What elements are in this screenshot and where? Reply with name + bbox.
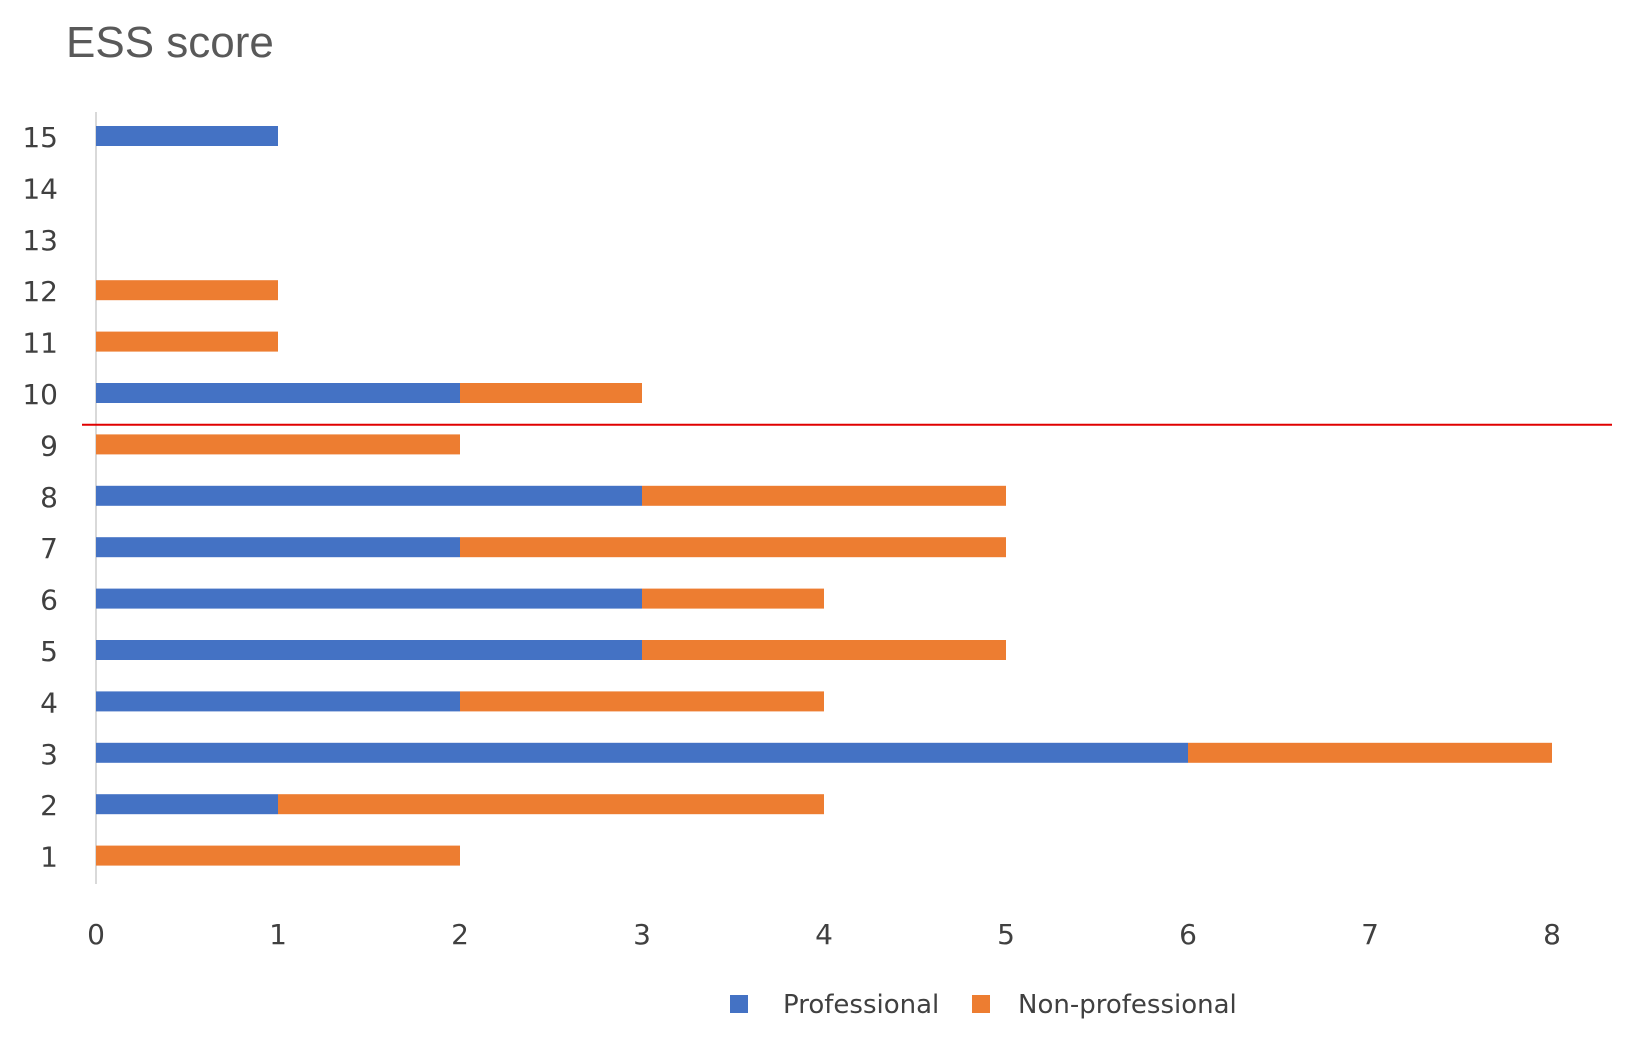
legend-label-professional: Professional (783, 990, 939, 1020)
bar-professional-3 (96, 742, 1188, 763)
y-tick-label-3: 3 (40, 738, 58, 771)
bar-non-professional-6 (642, 588, 824, 609)
bar-non-professional-1 (96, 845, 460, 866)
y-tick-label-8: 8 (40, 481, 58, 514)
y-tick-label-5: 5 (40, 635, 58, 668)
bar-professional-7 (96, 537, 460, 558)
legend-swatch-non-professional (972, 995, 990, 1013)
x-tick-label-8: 8 (1543, 918, 1561, 951)
y-tick-label-2: 2 (40, 789, 58, 822)
x-tick-label-7: 7 (1361, 918, 1379, 951)
y-tick-label-6: 6 (40, 584, 58, 617)
bar-non-professional-4 (460, 691, 824, 712)
bar-professional-6 (96, 588, 642, 609)
x-tick-label-0: 0 (87, 918, 105, 951)
y-tick-label-15: 15 (22, 121, 58, 154)
bar-non-professional-8 (642, 485, 1006, 506)
y-tick-label-9: 9 (40, 429, 58, 462)
bar-professional-8 (96, 485, 642, 506)
bar-non-professional-2 (278, 794, 824, 815)
bar-professional-15 (96, 126, 278, 146)
x-tick-label-1: 1 (269, 918, 287, 951)
bar-professional-10 (96, 383, 460, 403)
bar-professional-4 (96, 691, 460, 712)
y-tick-label-4: 4 (40, 686, 58, 719)
bar-non-professional-12 (96, 280, 278, 301)
bar-non-professional-7 (460, 537, 1006, 558)
legend-label-non-professional: Non-professional (1018, 990, 1237, 1020)
y-tick-label-12: 12 (22, 275, 58, 308)
y-tick-label-13: 13 (22, 224, 58, 257)
y-tick-label-14: 14 (22, 172, 58, 205)
x-tick-label-4: 4 (815, 918, 833, 951)
bar-professional-5 (96, 640, 642, 660)
bar-non-professional-11 (96, 331, 278, 352)
y-tick-label-10: 10 (22, 378, 58, 411)
bar-non-professional-3 (1188, 742, 1552, 763)
y-tick-label-1: 1 (40, 841, 58, 874)
y-tick-label-11: 11 (22, 327, 58, 360)
bar-professional-2 (96, 794, 278, 815)
chart-title: ESS score (66, 18, 274, 67)
x-tick-label-5: 5 (997, 918, 1015, 951)
bar-non-professional-10 (460, 383, 642, 403)
x-tick-label-2: 2 (451, 918, 469, 951)
bar-non-professional-9 (96, 434, 460, 455)
x-tick-label-3: 3 (633, 918, 651, 951)
x-tick-label-6: 6 (1179, 918, 1197, 951)
legend-swatch-professional (730, 995, 748, 1013)
y-tick-label-7: 7 (40, 532, 58, 565)
bar-non-professional-5 (642, 640, 1006, 660)
